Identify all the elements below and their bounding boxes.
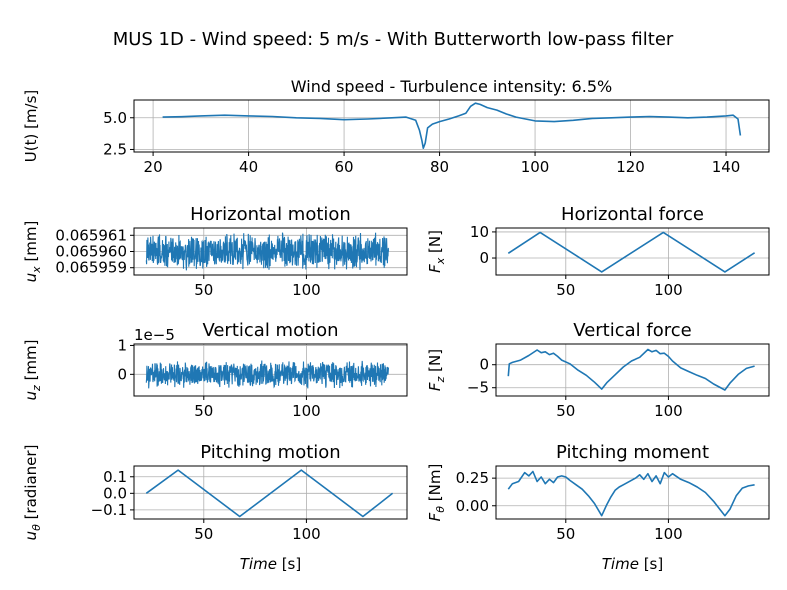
pmoment-data [507,470,755,517]
noise-series [145,360,390,389]
x-tick-label: 50 [556,281,575,299]
y-tick-label: 0 [479,356,489,374]
vforce-data [507,348,755,391]
series-line [507,348,755,391]
chart-vmotion: 50 100 0 1 Vertical motion 1e−5 uz [mm] [22,320,408,420]
x-tick-label: 100 [654,525,683,543]
y-tick-label: 0.1 [103,468,127,486]
chart-title: Pitching moment [556,442,709,463]
chart-vforce: 50 100 −5 0 Vertical force Fz [N] [426,320,770,420]
chart-title: Vertical motion [202,320,338,341]
chart-title: Horizontal motion [190,204,351,225]
y-tick-label: 0.25 [456,469,489,487]
x-tick-label: 100 [292,402,321,420]
y-tick-label: 0.0 [103,484,127,502]
y-tick-label: 0 [117,365,127,383]
x-axis-label: Time [s] [602,555,663,573]
noise-series [145,232,390,271]
series-line [145,469,394,518]
series-line [507,470,755,517]
y-tick-label: 0.00 [456,497,489,515]
y-tick-label: 0 [479,249,489,267]
x-tick-label: 50 [194,402,213,420]
chart-title: Pitching motion [200,442,340,463]
x-tick-label: 50 [194,281,213,299]
y-tick-label: −5 [467,379,489,397]
chart-title: Horizontal force [561,204,704,225]
y-tick-label: 10 [470,223,489,241]
x-tick-label: 100 [292,281,321,299]
y-tick-label: 0.065961 [55,226,127,244]
y-tick-label: 5.0 [103,109,127,127]
y-axis-label: U(t) [m/s] [22,90,40,163]
y-tick-label: 0.065960 [55,243,127,261]
y-tick-label: 0.065959 [55,259,127,277]
x-tick-label: 50 [556,402,575,420]
plot-frame [495,343,770,397]
x-tick-label: 140 [712,158,741,176]
y-tick-label: 1 [117,336,127,354]
chart-wind: 20 40 60 80 100 120 140 2.5 5.0 Wind speed - Turb… [22,77,770,176]
x-axis-label: Time [s] [240,555,301,573]
plot-frame [133,99,770,153]
y-axis-label: uz [mm] [22,340,43,401]
y-axis-label: uθ [radianer] [22,445,43,541]
x-tick-label: 100 [521,158,550,176]
chart-pmotion: 50 100 −0.10.00.1 Pitching motion uθ [radian… [22,442,408,573]
hmotion-data [145,232,390,271]
series-line [507,231,756,273]
x-tick-label: 100 [654,402,683,420]
y-axis-label: Fx [N] [426,230,447,273]
chart-title: Wind speed - Turbulence intensity: 6.5% [291,77,612,96]
x-tick-label: 80 [430,158,449,176]
y-tick-label: −0.1 [91,501,127,519]
x-tick-label: 100 [654,281,683,299]
axis-offset-text: 1e−5 [134,326,175,344]
series-line [162,102,742,149]
vmotion-data [145,360,390,389]
x-tick-label: 120 [616,158,645,176]
x-tick-label: 50 [194,525,213,543]
figure-suptitle: MUS 1D - Wind speed: 5 m/s - With Butter… [113,29,674,50]
x-tick-label: 100 [292,525,321,543]
plot-frame [495,227,770,276]
x-tick-label: 40 [239,158,258,176]
y-axis-label: ux [mm] [22,221,43,283]
plot-frame [495,465,770,520]
plot-frame [133,465,408,520]
chart-title: Vertical force [573,320,691,341]
chart-pmoment: 50 100 0.00 0.25 Pitching moment Fθ [Nm] Time … [426,442,770,573]
pmotion-data [145,469,394,518]
x-tick-label: 20 [144,158,163,176]
x-tick-label: 60 [335,158,354,176]
wind-data [162,102,742,149]
y-tick-label: 2.5 [103,140,127,158]
y-axis-label: Fz [N] [426,349,447,391]
hforce-data [507,231,756,273]
y-axis-label: Fθ [Nm] [426,464,447,522]
chart-hforce: 50 100 0 10 Horizontal force Fx [N] [426,204,770,299]
plot-frame [133,343,408,397]
x-tick-label: 50 [556,525,575,543]
